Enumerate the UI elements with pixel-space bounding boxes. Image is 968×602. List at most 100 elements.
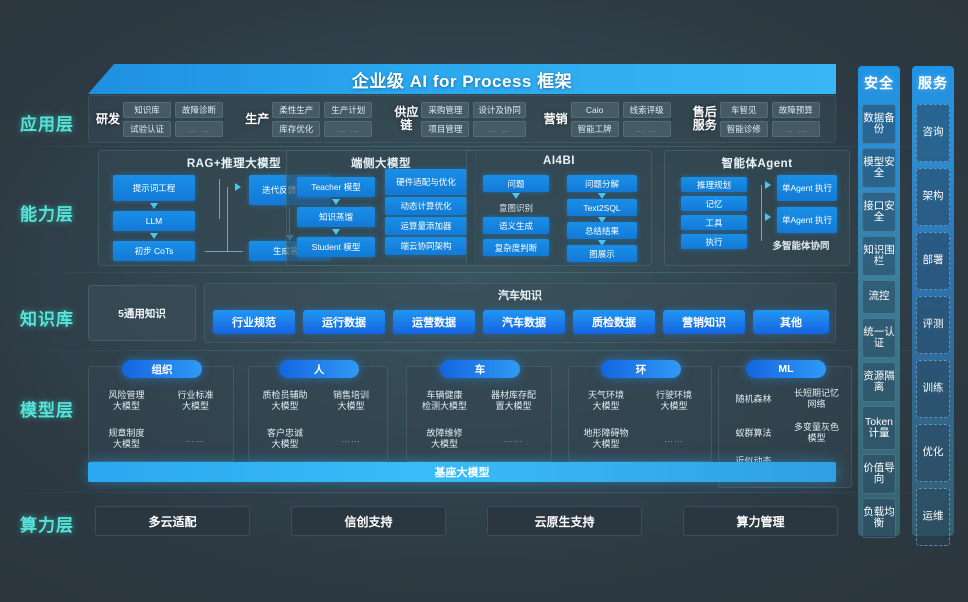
- application-cell[interactable]: 设计及协同: [473, 101, 526, 118]
- compute-button-management[interactable]: 算力管理: [683, 506, 838, 536]
- application-cell[interactable]: … …: [324, 120, 373, 137]
- knowledge-pill[interactable]: 质检数据: [573, 310, 655, 334]
- model-item[interactable]: 行业标准 大模型: [177, 390, 214, 411]
- service-item[interactable]: 咨询: [916, 104, 950, 162]
- application-cell[interactable]: 采购管理: [421, 101, 470, 118]
- cap-node[interactable]: 执行: [681, 234, 747, 249]
- model-card-environment[interactable]: 环 天气环境 大模型 行驶环境 大模型 地形障碍物 大模型 ……: [568, 360, 712, 462]
- application-cell[interactable]: 项目管理: [421, 120, 470, 137]
- security-item[interactable]: 知识围栏: [862, 236, 896, 276]
- model-item[interactable]: 地形障碍物 大模型: [583, 428, 629, 449]
- cap-node[interactable]: 问题: [483, 175, 549, 192]
- cap-node[interactable]: 复杂度判断: [483, 239, 549, 256]
- security-item[interactable]: 统一认证: [862, 318, 896, 358]
- security-item[interactable]: 价值导向: [862, 454, 896, 494]
- application-group[interactable]: 售后服务 车智见 智能诊修 故障预算 … …: [686, 98, 835, 140]
- model-item[interactable]: 多变量灰色 模型: [793, 422, 839, 443]
- model-item[interactable]: ……: [503, 433, 524, 444]
- model-item[interactable]: 天气环境 大模型: [587, 390, 624, 411]
- application-cell[interactable]: 车智见: [719, 101, 768, 118]
- security-item[interactable]: 模型安全: [862, 148, 896, 188]
- cap-node[interactable]: 单Agent 执行: [777, 207, 837, 233]
- model-item[interactable]: ……: [341, 433, 361, 444]
- knowledge-pill[interactable]: 其他: [753, 310, 829, 334]
- cap-node[interactable]: 记忆: [681, 196, 747, 211]
- service-item[interactable]: 优化: [916, 424, 950, 482]
- security-item[interactable]: 数据备份: [862, 104, 896, 144]
- cap-node[interactable]: LLM: [113, 211, 195, 231]
- application-cell[interactable]: 线索评级: [622, 101, 671, 118]
- compute-button-cloudnative[interactable]: 云原生支持: [487, 506, 642, 536]
- cap-node[interactable]: 工具: [681, 215, 747, 230]
- cap-node[interactable]: 图展示: [567, 245, 637, 262]
- application-cell[interactable]: … …: [473, 120, 526, 137]
- capability-card-ai4bi[interactable]: AI4BI 问题 意图识别 语义生成 复杂度判断 问题分解 Text2SQL 总…: [466, 150, 652, 266]
- model-item[interactable]: ……: [185, 433, 206, 444]
- model-item[interactable]: 车辆健康 检测大模型: [421, 390, 467, 411]
- cap-node[interactable]: Teacher 模型: [297, 177, 375, 197]
- cap-node[interactable]: 知识蒸馏: [297, 207, 375, 227]
- application-cell[interactable]: … …: [771, 120, 820, 137]
- application-cell[interactable]: 智能诊修: [719, 120, 768, 137]
- cap-node[interactable]: 总结结果: [567, 222, 637, 239]
- model-item[interactable]: 规章制度 大模型: [108, 428, 145, 449]
- cap-node[interactable]: 单Agent 执行: [777, 175, 837, 201]
- cap-node[interactable]: 运算量添加器: [385, 217, 467, 235]
- cap-node[interactable]: 提示词工程: [113, 175, 195, 201]
- application-cell[interactable]: 生产计划: [324, 101, 373, 118]
- knowledge-pill[interactable]: 运行数据: [303, 310, 385, 334]
- compute-button-xinchuang[interactable]: 信创支持: [291, 506, 446, 536]
- cap-node[interactable]: 硬件适配与优化: [385, 169, 467, 195]
- model-card-vehicle[interactable]: 车 车辆健康 检测大模型 器材库存配 置大模型 故障维修 大模型 ……: [406, 360, 552, 462]
- application-group[interactable]: 营销 Caio 智能工牌 线索评级 … …: [537, 98, 686, 140]
- cap-node[interactable]: 问题分解: [567, 175, 637, 192]
- model-card-people[interactable]: 人 质检员辅助 大模型 销售培训 大模型 客户忠诚 大模型 ……: [248, 360, 388, 462]
- model-item[interactable]: 器材库存配 置大模型: [490, 390, 536, 411]
- capability-card-agent[interactable]: 智能体Agent 推理规划 记忆 工具 执行 单Agent 执行 单Agent …: [664, 150, 850, 266]
- application-cell[interactable]: 试验认证: [123, 120, 171, 137]
- model-item[interactable]: 行驶环境 大模型: [655, 390, 692, 411]
- cap-node[interactable]: Text2SQL: [567, 199, 637, 216]
- model-item[interactable]: 风险管理 大模型: [108, 390, 145, 411]
- knowledge-pill[interactable]: 营销知识: [663, 310, 745, 334]
- service-item[interactable]: 架构: [916, 168, 950, 226]
- application-group[interactable]: 供应链 采购管理 项目管理 设计及协同 … …: [387, 98, 536, 140]
- application-cell[interactable]: 故障诊断: [175, 101, 223, 118]
- application-cell[interactable]: 智能工牌: [570, 120, 619, 137]
- cap-node[interactable]: 动态计算优化: [385, 197, 467, 215]
- model-item[interactable]: 长短期记忆 网络: [793, 388, 839, 409]
- cap-node[interactable]: 语义生成: [483, 217, 549, 234]
- knowledge-general[interactable]: 5通用知识: [88, 285, 196, 341]
- service-item[interactable]: 评测: [916, 296, 950, 354]
- model-item[interactable]: 故障维修 大模型: [426, 428, 463, 449]
- application-group[interactable]: 研发 知识库 试验认证 故障诊断 … …: [89, 98, 238, 140]
- security-item[interactable]: 流控: [862, 280, 896, 314]
- knowledge-pill[interactable]: 行业规范: [213, 310, 295, 334]
- model-card-organization[interactable]: 组织 风险管理 大模型 行业标准 大模型 规章制度 大模型 ……: [88, 360, 234, 462]
- knowledge-pill[interactable]: 汽车数据: [483, 310, 565, 334]
- application-cell[interactable]: … …: [175, 120, 223, 137]
- model-item[interactable]: ……: [664, 433, 684, 444]
- service-item[interactable]: 运维: [916, 488, 950, 546]
- model-item[interactable]: 随机森林: [735, 393, 772, 404]
- application-cell[interactable]: … …: [622, 120, 671, 137]
- cap-node[interactable]: 推理规划: [681, 177, 747, 192]
- security-item[interactable]: 负载均衡: [862, 498, 896, 538]
- model-item[interactable]: 蚁群算法: [735, 427, 772, 438]
- security-item[interactable]: 资源隔离: [862, 362, 896, 402]
- application-cell[interactable]: 知识库: [123, 101, 171, 118]
- service-item[interactable]: 训练: [916, 360, 950, 418]
- model-item[interactable]: 客户忠诚 大模型: [266, 428, 303, 449]
- knowledge-pill[interactable]: 运营数据: [393, 310, 475, 334]
- compute-button-multicloud[interactable]: 多云适配: [95, 506, 250, 536]
- cap-node[interactable]: Student 模型: [297, 237, 375, 257]
- application-cell[interactable]: 柔性生产: [272, 101, 321, 118]
- security-item[interactable]: Token 计量: [862, 406, 896, 450]
- model-item[interactable]: 质检员辅助 大模型: [262, 390, 308, 411]
- capability-card-edge[interactable]: 端侧大模型 Teacher 模型 知识蒸馏 Student 模型 硬件适配与优化…: [286, 150, 476, 266]
- model-item[interactable]: 销售培训 大模型: [332, 390, 369, 411]
- application-group[interactable]: 生产 柔性生产 库存优化 生产计划 … …: [238, 98, 387, 140]
- service-item[interactable]: 部署: [916, 232, 950, 290]
- security-item[interactable]: 接口安全: [862, 192, 896, 232]
- cap-node[interactable]: 端云协同架构: [385, 237, 467, 255]
